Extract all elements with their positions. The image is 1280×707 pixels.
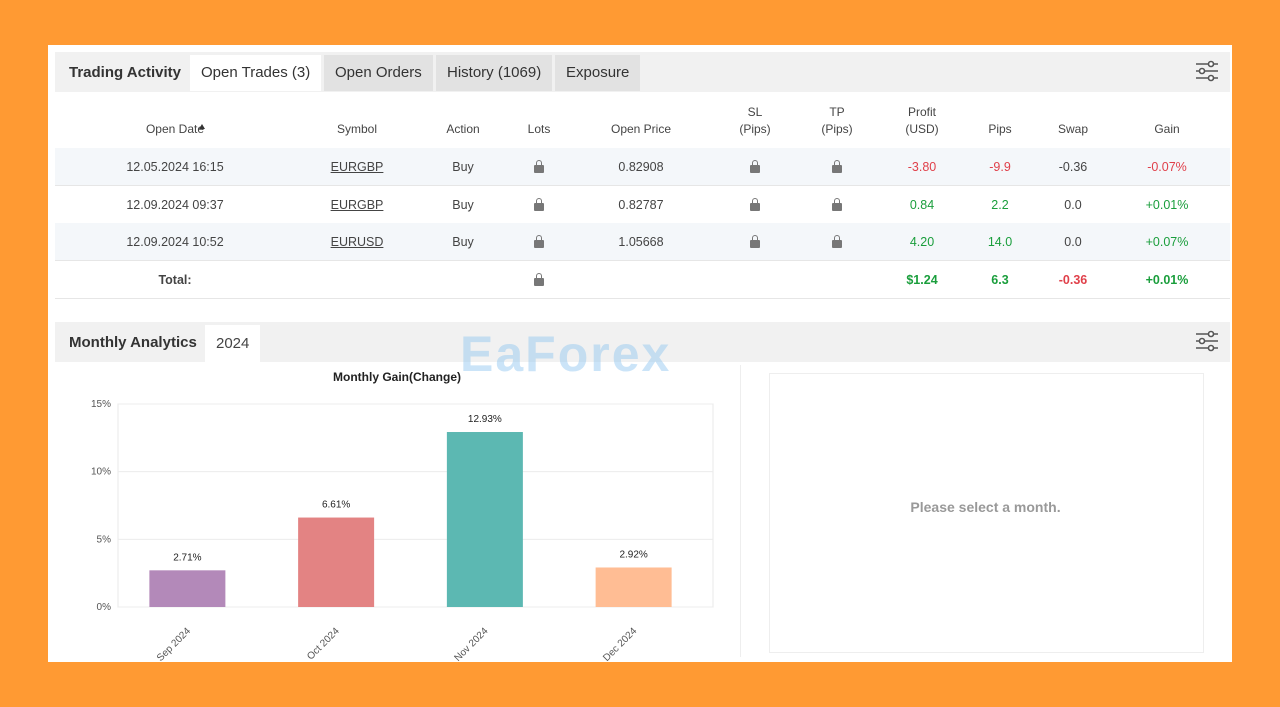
symbol-link[interactable]: EURGBP	[330, 198, 384, 212]
x-tick-label: Sep 2024	[155, 626, 193, 664]
cell: 12.09.2024 10:52	[126, 235, 224, 249]
year-tab[interactable]: 2024	[205, 325, 261, 362]
column-header: Open Price	[610, 122, 672, 136]
cell: -3.80	[907, 160, 937, 174]
column-header: (Pips)	[739, 122, 771, 136]
chart-title: Monthly Gain(Change)	[333, 370, 461, 384]
total-swap: -0.36	[1058, 273, 1088, 287]
cell: 12.09.2024 09:37	[126, 198, 224, 212]
lock-icon	[750, 198, 760, 211]
lock-icon	[534, 235, 544, 248]
total-gain: +0.01%	[1145, 273, 1189, 287]
column-header: TP	[829, 105, 845, 119]
column-header: Action	[446, 122, 480, 136]
lock-icon	[750, 160, 760, 173]
total-pips: 6.3	[991, 273, 1009, 287]
column-header: Swap	[1057, 122, 1089, 136]
total-label: Total:	[158, 273, 192, 287]
column-header: Lots	[527, 122, 551, 136]
cell: Buy	[452, 198, 474, 212]
bar	[595, 567, 672, 607]
watermark: EaForex	[460, 326, 672, 382]
lock-icon	[534, 198, 544, 211]
cell: 12.05.2024 16:15	[126, 160, 224, 174]
x-tick-label: Dec 2024	[601, 626, 639, 664]
tab[interactable]: Open Trades (3)	[190, 55, 322, 91]
settings-icon[interactable]	[1194, 60, 1220, 82]
cell: -9.9	[989, 160, 1011, 174]
lock-icon	[832, 235, 842, 248]
lock-icon	[534, 273, 544, 286]
cell: 14.0	[987, 235, 1013, 249]
column-header: Symbol	[336, 122, 378, 136]
table-row	[55, 223, 1230, 261]
settings-icon[interactable]	[1194, 330, 1220, 352]
sort-arrow	[199, 124, 205, 129]
cell: -0.07%	[1147, 160, 1187, 174]
x-tick-label: Oct 2024	[305, 626, 342, 663]
y-tick-label: 0%	[97, 602, 112, 613]
cell: 2.2	[991, 198, 1009, 212]
tab[interactable]: History (1069)	[436, 55, 553, 91]
bar	[149, 570, 226, 607]
y-tick-label: 15%	[91, 399, 111, 410]
data-label: 2.92%	[619, 549, 647, 560]
cell: 0.82908	[618, 160, 664, 174]
column-header: Gain	[1154, 122, 1180, 136]
cell: 1.05668	[618, 235, 664, 249]
table-row	[55, 148, 1230, 186]
symbol-link[interactable]: EURGBP	[330, 160, 384, 174]
total-profit: $1.24	[906, 273, 938, 287]
lock-icon	[750, 235, 760, 248]
cell: 0.0	[1064, 198, 1082, 212]
column-header: (Pips)	[821, 122, 853, 136]
cell: +0.01%	[1145, 198, 1189, 212]
data-label: 12.93%	[468, 414, 502, 425]
bar	[446, 432, 523, 607]
column-header: Open Date	[145, 122, 205, 136]
column-header: SL	[747, 105, 763, 119]
lock-icon	[534, 160, 544, 173]
cell: Buy	[452, 160, 474, 174]
table-row	[55, 186, 1230, 224]
column-header: (USD)	[905, 122, 939, 136]
data-label: 6.61%	[322, 500, 350, 511]
x-tick-label: Nov 2024	[452, 626, 490, 664]
cell: 0.0	[1064, 235, 1082, 249]
cell: Buy	[452, 235, 474, 249]
cell: +0.07%	[1145, 235, 1189, 249]
cell: 0.84	[909, 198, 935, 212]
divider	[740, 365, 741, 657]
cell: 4.20	[909, 235, 935, 249]
data-label: 2.71%	[173, 552, 201, 563]
lock-icon	[832, 160, 842, 173]
cell: 0.82787	[618, 198, 664, 212]
column-header: Profit	[907, 105, 937, 119]
section-title: Monthly Analytics	[69, 334, 197, 351]
section-title: Trading Activity	[69, 64, 181, 81]
bar	[298, 517, 375, 607]
detail-box	[769, 373, 1204, 653]
table-row	[55, 261, 1230, 299]
column-header: Pips	[988, 122, 1012, 136]
empty-message: Please select a month.	[910, 499, 1061, 515]
cell: -0.36	[1058, 160, 1088, 174]
lock-icon	[832, 198, 842, 211]
y-tick-label: 5%	[97, 534, 112, 545]
symbol-link[interactable]: EURUSD	[330, 235, 384, 249]
y-tick-label: 10%	[91, 467, 111, 478]
tab[interactable]: Exposure	[555, 55, 641, 91]
tab[interactable]: Open Orders	[324, 55, 433, 91]
